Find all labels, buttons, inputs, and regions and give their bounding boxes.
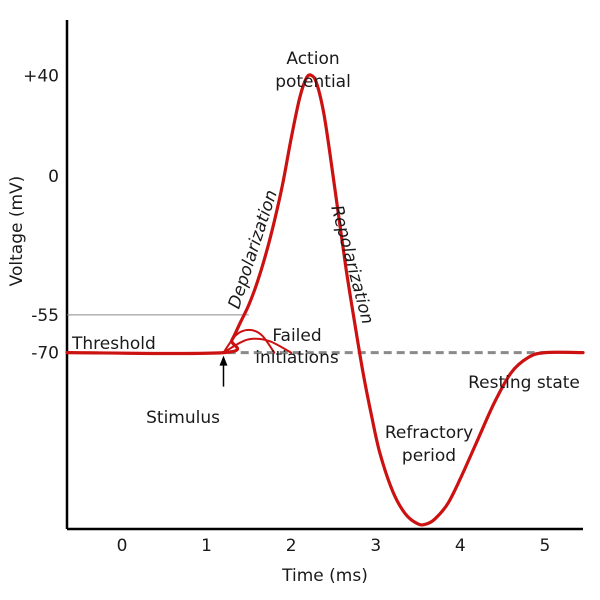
x-tick-label: 2 [286, 536, 297, 556]
series-group [65, 73, 585, 527]
stimulus-label: Stimulus [146, 408, 220, 428]
y-tick-label: -55 [31, 306, 59, 326]
action-potential-label-line2: potential [275, 72, 351, 92]
y-tick-label: 0 [48, 167, 59, 187]
stimulus-arrow-head [219, 355, 228, 366]
y-tick-labels: +40 0 -55 -70 [23, 66, 59, 363]
y-tick-label: -70 [31, 344, 59, 364]
x-axis-title: Time (ms) [281, 566, 368, 586]
x-tick-label: 3 [370, 536, 381, 556]
x-tick-label: 1 [201, 536, 212, 556]
x-tick-label: 5 [540, 536, 551, 556]
x-tick-labels: 0 1 2 3 4 5 [117, 536, 551, 556]
failed-initiations-label-line1: Failed [272, 326, 321, 346]
refractory-period-label-line1: Refractory [385, 423, 473, 443]
refractory-period-label-line2: period [402, 446, 456, 466]
threshold-label: Threshold [71, 334, 156, 354]
failed-initiations-label-line2: initiations [255, 348, 339, 368]
y-axis-title: Voltage (mV) [7, 176, 27, 287]
y-tick-label: +40 [23, 66, 59, 86]
failed-initiation-curve-2 [222, 337, 293, 354]
x-tick-label: 4 [455, 536, 466, 556]
x-tick-label: 0 [117, 536, 128, 556]
action-potential-curve [65, 73, 585, 527]
resting-state-label: Resting state [468, 373, 580, 393]
action-potential-label-line1: Action [286, 49, 339, 69]
